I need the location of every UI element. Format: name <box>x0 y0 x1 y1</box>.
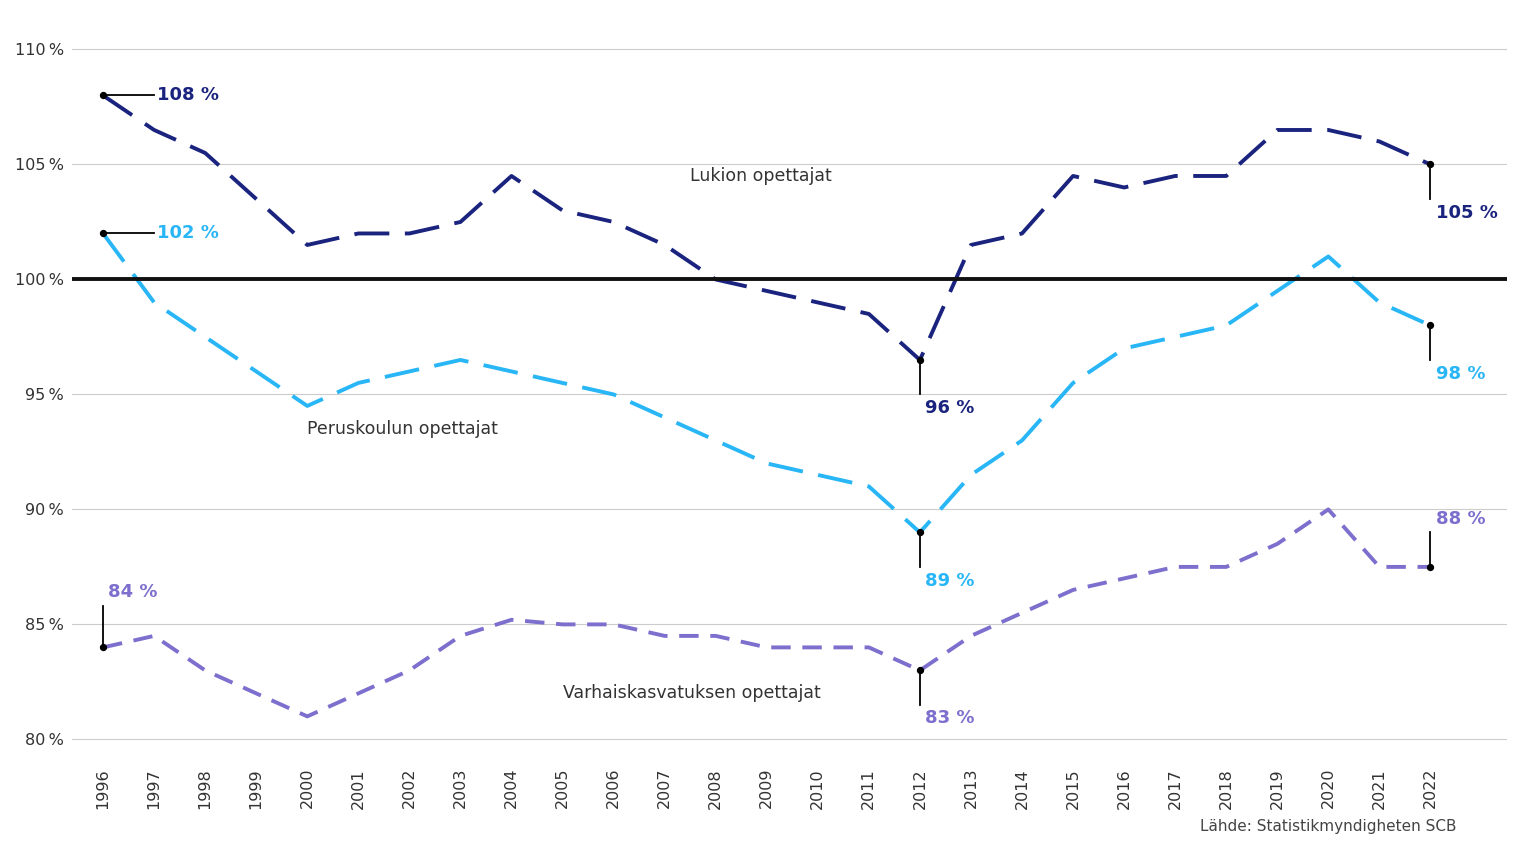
Text: Lukion opettajat: Lukion opettajat <box>691 167 833 185</box>
Text: Varhaiskasvatuksen opettajat: Varhaiskasvatuksen opettajat <box>563 685 820 703</box>
Text: 108 %: 108 % <box>157 87 218 105</box>
Text: Peruskoulun opettajat: Peruskoulun opettajat <box>308 420 499 438</box>
Text: 98 %: 98 % <box>1435 365 1485 383</box>
Point <box>1418 318 1443 332</box>
Point <box>92 641 116 655</box>
Point <box>907 663 932 677</box>
Point <box>907 353 932 367</box>
Text: 102 %: 102 % <box>157 225 218 243</box>
Point <box>92 88 116 102</box>
Text: 84 %: 84 % <box>108 583 157 601</box>
Point <box>907 526 932 540</box>
Text: 96 %: 96 % <box>926 399 974 417</box>
Point <box>1418 560 1443 574</box>
Point <box>1418 158 1443 172</box>
Text: 88 %: 88 % <box>1435 510 1485 528</box>
Text: 105 %: 105 % <box>1435 203 1498 221</box>
Point <box>92 227 116 240</box>
Text: 89 %: 89 % <box>926 571 974 589</box>
Text: 83 %: 83 % <box>926 710 974 728</box>
Text: Lähde: Statistikmyndigheten SCB: Lähde: Statistikmyndigheten SCB <box>1200 819 1456 833</box>
